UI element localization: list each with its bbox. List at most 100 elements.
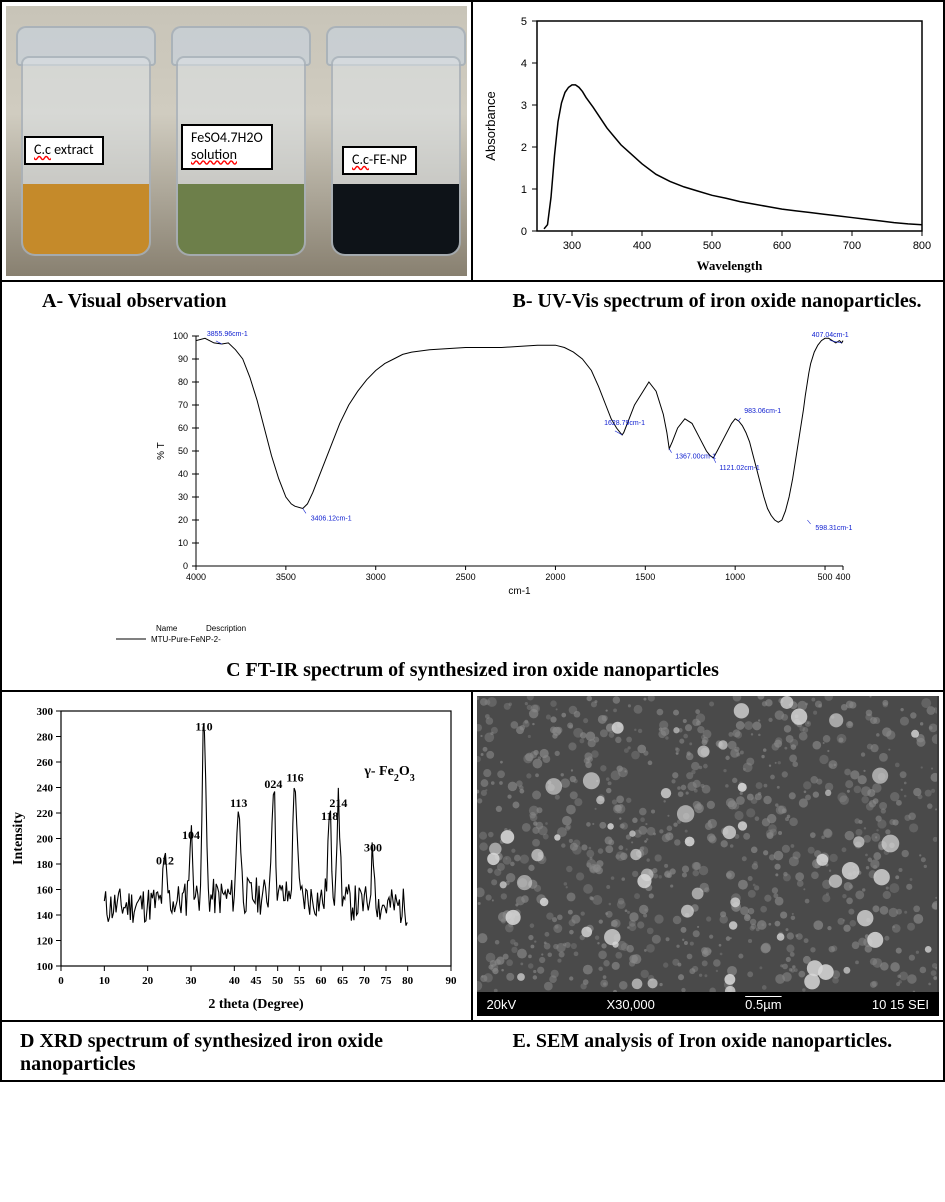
- svg-text:100: 100: [173, 331, 188, 341]
- sem-extra: 10 15 SEI: [872, 997, 929, 1012]
- svg-text:90: 90: [178, 354, 188, 364]
- svg-text:300: 300: [562, 240, 580, 252]
- panel-c: 4000350030002500200015001000500400010203…: [2, 317, 943, 690]
- jar-2-label: FeSO4.7H2Osolution: [181, 124, 273, 170]
- panel-a: C.c extract FeSO4.7H2Osolution C.c-FE-NP: [2, 2, 473, 280]
- svg-text:400: 400: [632, 240, 650, 252]
- svg-text:5: 5: [520, 16, 526, 28]
- sem-mag: X30,000: [606, 997, 654, 1012]
- svg-text:1367.00cm-1: 1367.00cm-1: [675, 454, 716, 461]
- svg-text:Wavelength: Wavelength: [696, 258, 762, 273]
- svg-text:45: 45: [251, 975, 263, 987]
- figure-grid: C.c extract FeSO4.7H2Osolution C.c-FE-NP…: [0, 0, 945, 1082]
- panel-d: 0102030404550556065707580901001201401601…: [2, 692, 473, 1020]
- svg-text:220: 220: [37, 808, 54, 820]
- svg-text:40: 40: [178, 469, 188, 479]
- caption-a: A- Visual observation: [2, 282, 473, 317]
- svg-text:2 theta (Degree): 2 theta (Degree): [208, 997, 304, 1012]
- svg-text:75: 75: [381, 975, 393, 987]
- sem-voltage: 20kV: [487, 997, 517, 1012]
- svg-text:3855.96cm-1: 3855.96cm-1: [207, 331, 248, 338]
- svg-text:120: 120: [37, 936, 54, 948]
- svg-text:2: 2: [520, 142, 526, 154]
- svg-text:160: 160: [37, 885, 54, 897]
- svg-text:300: 300: [364, 841, 382, 855]
- svg-text:260: 260: [37, 757, 54, 769]
- caption-b: B- UV-Vis spectrum of iron oxide nanopar…: [473, 282, 944, 317]
- svg-text:1628.79cm-1: 1628.79cm-1: [604, 420, 645, 427]
- svg-text:3406.12cm-1: 3406.12cm-1: [311, 516, 352, 523]
- svg-text:40: 40: [229, 975, 241, 987]
- jar-3-label: C.c-FE-NP: [342, 146, 417, 175]
- svg-text:0: 0: [520, 226, 526, 238]
- svg-text:0: 0: [183, 561, 188, 571]
- svg-text:800: 800: [912, 240, 930, 252]
- sem-image: 20kV X30,000 0.5µm 10 15 SEI: [477, 696, 940, 1016]
- panel-b: 300 400 500 600 700 800 0 1 2 3 4 5 Wavelength Absorb…: [473, 2, 944, 280]
- svg-text:cm-1: cm-1: [508, 586, 531, 597]
- svg-text:0: 0: [58, 975, 64, 987]
- svg-text:30: 30: [178, 492, 188, 502]
- svg-text:80: 80: [178, 377, 188, 387]
- svg-text:Absorbance: Absorbance: [483, 91, 498, 160]
- svg-text:140: 140: [37, 910, 54, 922]
- panel-e: 20kV X30,000 0.5µm 10 15 SEI: [473, 692, 944, 1020]
- svg-text:20: 20: [178, 515, 188, 525]
- svg-text:50: 50: [178, 446, 188, 456]
- svg-text:60: 60: [316, 975, 328, 987]
- svg-text:Description: Description: [206, 624, 246, 633]
- svg-text:598.31cm-1: 598.31cm-1: [815, 525, 852, 532]
- caption-e: E. SEM analysis of Iron oxide nanopartic…: [473, 1022, 944, 1080]
- svg-text:110: 110: [195, 720, 212, 734]
- svg-text:1121.02cm-1: 1121.02cm-1: [719, 465, 759, 472]
- svg-text:10: 10: [99, 975, 111, 987]
- svg-text:2000: 2000: [545, 572, 565, 582]
- svg-text:2500: 2500: [456, 572, 476, 582]
- svg-text:4: 4: [520, 58, 526, 70]
- svg-text:3500: 3500: [276, 572, 296, 582]
- svg-text:20: 20: [142, 975, 154, 987]
- svg-text:70: 70: [178, 400, 188, 410]
- jar-1-label: C.c extract: [24, 136, 104, 165]
- svg-text:4000: 4000: [186, 572, 206, 582]
- svg-text:500: 500: [702, 240, 720, 252]
- uv-vis-chart: 300 400 500 600 700 800 0 1 2 3 4 5 Wavelength Absorb…: [477, 6, 937, 276]
- caption-c: C FT-IR spectrum of synthesized iron oxi…: [6, 651, 939, 686]
- svg-text:55: 55: [294, 975, 306, 987]
- svg-text:200: 200: [37, 834, 54, 846]
- svg-text:600: 600: [772, 240, 790, 252]
- svg-text:300: 300: [37, 706, 54, 718]
- svg-text:116: 116: [286, 771, 303, 785]
- svg-text:MTU-Pure-FeNP-2-: MTU-Pure-FeNP-2-: [151, 635, 221, 644]
- jar-3: [326, 26, 466, 256]
- panel-a-photo: C.c extract FeSO4.7H2Osolution C.c-FE-NP: [6, 6, 467, 276]
- svg-text:400: 400: [835, 572, 850, 582]
- svg-text:10: 10: [178, 538, 188, 548]
- svg-text:700: 700: [842, 240, 860, 252]
- svg-text:70: 70: [359, 975, 371, 987]
- svg-text:280: 280: [37, 732, 54, 744]
- svg-text:407.04cm-1: 407.04cm-1: [812, 332, 849, 339]
- svg-text:60: 60: [178, 423, 188, 433]
- svg-text:50: 50: [272, 975, 284, 987]
- svg-text:104: 104: [182, 828, 200, 842]
- svg-text:% T: % T: [156, 442, 167, 460]
- svg-text:240: 240: [37, 783, 54, 795]
- svg-text:30: 30: [186, 975, 198, 987]
- svg-text:Intensity: Intensity: [11, 812, 26, 865]
- sem-scale-bar: 20kV X30,000 0.5µm 10 15 SEI: [477, 992, 940, 1016]
- svg-text:983.06cm-1: 983.06cm-1: [744, 408, 781, 415]
- svg-text:1500: 1500: [635, 572, 655, 582]
- caption-d: D XRD spectrum of synthesized iron oxide…: [2, 1022, 473, 1080]
- svg-text:3: 3: [520, 100, 526, 112]
- svg-text:γ- Fe2O3: γ- Fe2O3: [363, 764, 414, 784]
- svg-text:118: 118: [321, 809, 338, 823]
- svg-text:Name: Name: [156, 624, 178, 633]
- svg-text:90: 90: [446, 975, 458, 987]
- svg-text:65: 65: [337, 975, 349, 987]
- svg-text:012: 012: [156, 853, 174, 867]
- xrd-chart: 0102030404550556065707580901001201401601…: [6, 696, 466, 1016]
- svg-text:1000: 1000: [725, 572, 745, 582]
- svg-text:1: 1: [520, 184, 526, 196]
- sem-scale-length: 0.5µm: [745, 997, 781, 1012]
